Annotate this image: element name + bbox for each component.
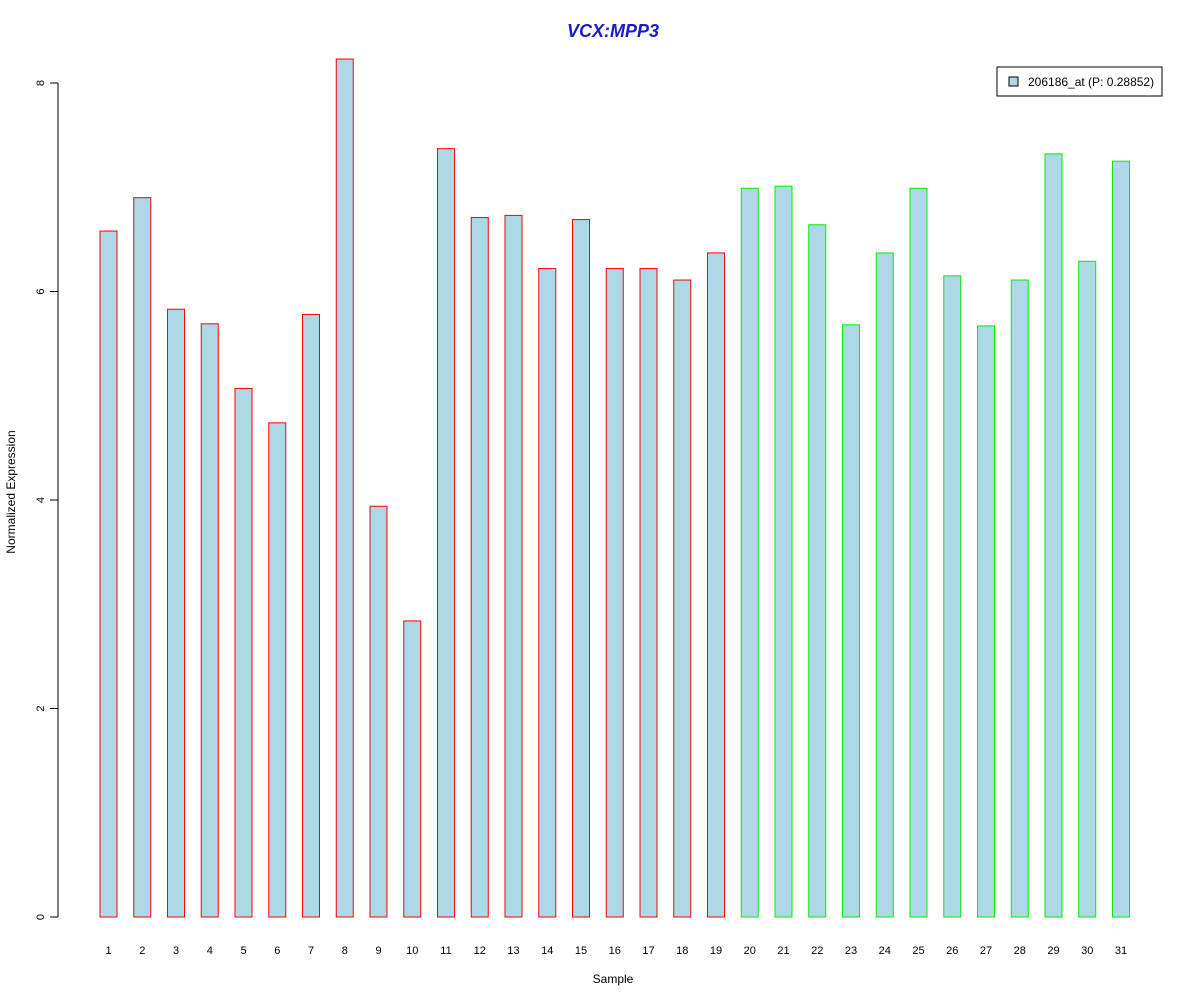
bar (99, 230, 118, 918)
bar (504, 214, 523, 918)
x-tick-labels: 1 2 3 4 5 6 7 8 9 10 11 12 13 14 15 16 17 18 19 20 21 22 23 24 2… (105, 945, 1127, 957)
x-tick-label: 4 (207, 945, 213, 957)
x-tick-label: 23 (845, 945, 857, 957)
x-tick-label: 22 (811, 945, 823, 957)
x-tick-label: 10 (406, 945, 418, 957)
bar (369, 505, 388, 918)
x-tick-label: 15 (575, 945, 587, 957)
x-tick-label: 31 (1115, 945, 1127, 957)
bar (268, 422, 287, 918)
bar (302, 313, 320, 918)
y-tick-label: 0 (35, 914, 47, 920)
bar (707, 252, 725, 918)
x-tick-label: 7 (308, 945, 314, 957)
bar (437, 148, 455, 918)
y-tick-label: 6 (35, 288, 47, 294)
bar (875, 252, 894, 918)
bar (167, 308, 185, 918)
bars (99, 58, 1130, 918)
x-tick-label: 26 (946, 945, 958, 957)
x-tick-label: 12 (474, 945, 486, 957)
x-tick-label: 20 (744, 945, 756, 957)
bar (572, 219, 590, 918)
chart-title: VCX:MPP3 (567, 21, 659, 41)
y-axis-label: Normalized Expression (4, 430, 18, 553)
y-tick-label: 8 (35, 80, 47, 86)
legend-label: 206186_at (P: 0.28852) (1028, 75, 1154, 89)
bar (470, 216, 489, 918)
x-tick-label: 16 (609, 945, 621, 957)
x-axis-label: Sample (593, 972, 634, 986)
x-tick-label: 30 (1081, 945, 1093, 957)
bar (1044, 153, 1063, 918)
x-tick-label: 29 (1047, 945, 1059, 957)
bar (1078, 260, 1097, 918)
bar (673, 279, 692, 918)
x-tick-label: 27 (980, 945, 992, 957)
y-axis: 0 2 4 6 8 (35, 80, 59, 920)
bar (808, 224, 827, 918)
bar (1010, 279, 1029, 918)
x-tick-label: 5 (240, 945, 246, 957)
x-tick-label: 14 (541, 945, 553, 957)
x-tick-label: 21 (777, 945, 789, 957)
y-tick-label: 2 (35, 705, 47, 711)
legend-swatch (1008, 76, 1019, 87)
bar (605, 268, 624, 918)
x-tick-label: 28 (1014, 945, 1026, 957)
bar (774, 185, 793, 918)
x-tick-label: 9 (375, 945, 381, 957)
x-tick-label: 18 (676, 945, 688, 957)
bar (234, 387, 253, 918)
bar (842, 324, 860, 918)
legend-box (996, 66, 1163, 97)
legend: 206186_at (P: 0.28852) (996, 66, 1163, 97)
bar (403, 620, 422, 918)
y-tick-label: 4 (35, 497, 47, 503)
bar (335, 58, 354, 918)
bar (200, 323, 219, 918)
bar (538, 268, 557, 918)
x-tick-label: 13 (507, 945, 519, 957)
x-tick-label: 8 (342, 945, 348, 957)
x-tick-label: 17 (642, 945, 654, 957)
bar (1112, 160, 1130, 918)
bar (740, 187, 759, 918)
x-tick-label: 11 (440, 945, 451, 957)
x-tick-label: 25 (912, 945, 924, 957)
bar (977, 325, 995, 918)
bar (639, 268, 658, 918)
bar (943, 275, 962, 918)
bar (133, 197, 152, 918)
x-tick-label: 3 (173, 945, 179, 957)
bar (909, 187, 928, 918)
x-tick-label: 2 (139, 945, 145, 957)
x-tick-label: 1 (105, 945, 111, 957)
x-tick-label: 19 (710, 945, 722, 957)
x-tick-label: 6 (274, 945, 280, 957)
x-tick-label: 24 (879, 945, 891, 957)
